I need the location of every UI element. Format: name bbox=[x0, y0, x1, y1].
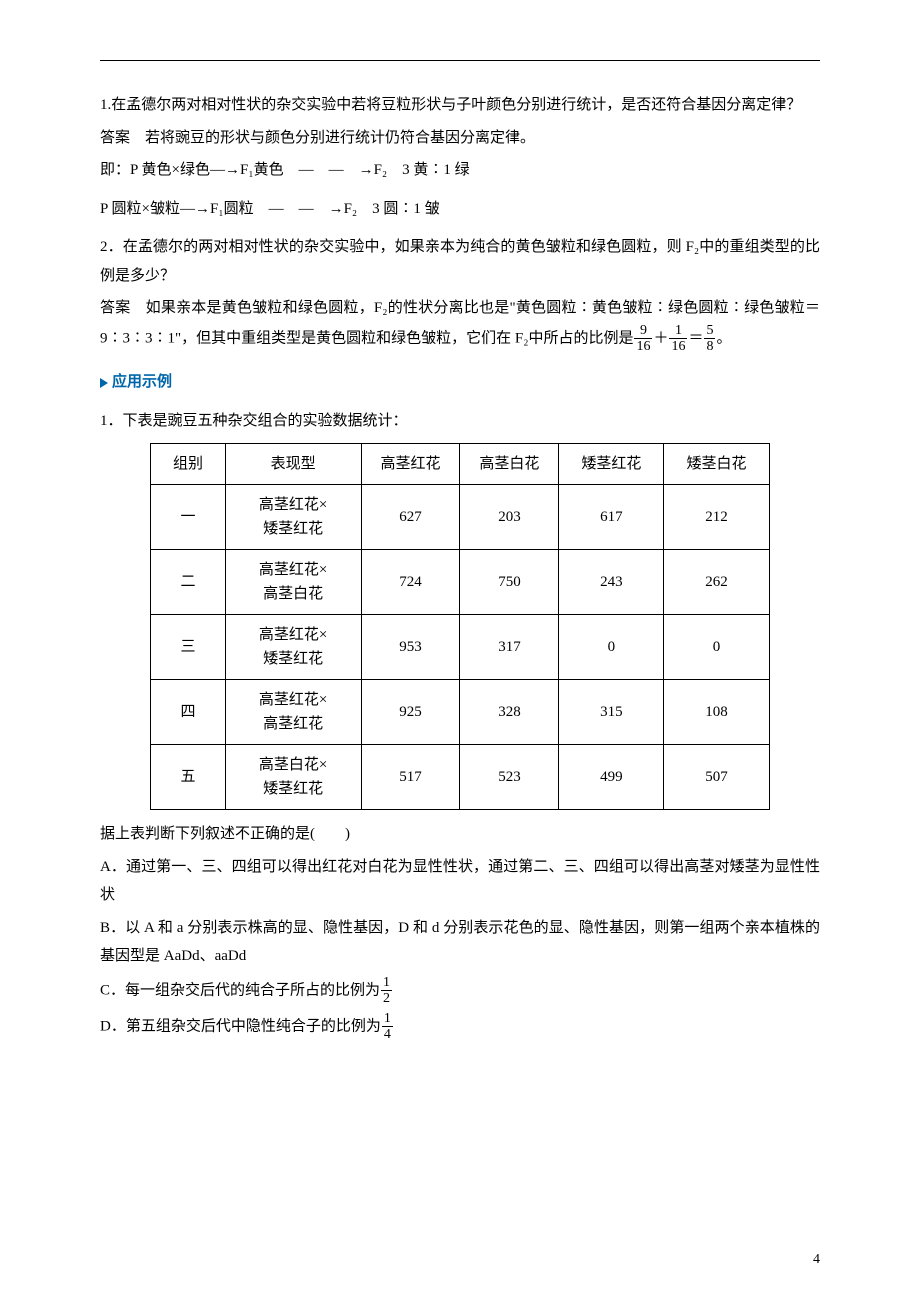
table-header: 高茎红花 bbox=[361, 444, 460, 485]
table-header: 矮茎红花 bbox=[559, 444, 664, 485]
table-cell: 925 bbox=[361, 680, 460, 745]
table-cell: 三 bbox=[151, 615, 225, 680]
table-cell: 507 bbox=[664, 745, 769, 810]
table-cell: 二 bbox=[151, 550, 225, 615]
table-cell: 高茎红花×矮茎红花 bbox=[225, 615, 361, 680]
table-cell: 203 bbox=[460, 485, 559, 550]
table-row: 四高茎红花×高茎红花925328315108 bbox=[151, 680, 769, 745]
table-cell: 315 bbox=[559, 680, 664, 745]
table-row: 三高茎红花×矮茎红花95331700 bbox=[151, 615, 769, 680]
table-cell: 0 bbox=[559, 615, 664, 680]
table-cell: 108 bbox=[664, 680, 769, 745]
table-cell: 高茎红花×矮茎红花 bbox=[225, 485, 361, 550]
table-cell: 627 bbox=[361, 485, 460, 550]
table-row: 五高茎白花×矮茎红花517523499507 bbox=[151, 745, 769, 810]
table-cell: 243 bbox=[559, 550, 664, 615]
table-cell: 一 bbox=[151, 485, 225, 550]
table-cell: 750 bbox=[460, 550, 559, 615]
arrow-icon bbox=[100, 378, 108, 388]
q1-text: 1.在孟德尔两对相对性状的杂交实验中若将豆粒形状与子叶颜色分别进行统计，是否还符… bbox=[100, 91, 820, 120]
table-header: 矮茎白花 bbox=[664, 444, 769, 485]
q1-answer-text: 若将豌豆的形状与颜色分别进行统计仍符合基因分离定律。 bbox=[145, 130, 535, 146]
page-number: 4 bbox=[813, 1247, 820, 1274]
table-cell: 高茎红花×高茎白花 bbox=[225, 550, 361, 615]
fraction: 916 bbox=[634, 323, 652, 355]
q1-line1: 即：P 黄色×绿色―→F₁黄色 ― ― →F₂ 3 黄∶1 绿 bbox=[100, 156, 820, 185]
table-cell: 0 bbox=[664, 615, 769, 680]
option-d: D．第五组杂交后代中隐性纯合子的比例为14 bbox=[100, 1011, 820, 1043]
fraction: 12 bbox=[381, 975, 392, 1007]
table-cell: 317 bbox=[460, 615, 559, 680]
table-header: 表现型 bbox=[225, 444, 361, 485]
data-table: 组别 表现型 高茎红花 高茎白花 矮茎红花 矮茎白花 一高茎红花×矮茎红花627… bbox=[150, 443, 769, 810]
table-row: 二高茎红花×高茎白花724750243262 bbox=[151, 550, 769, 615]
q1-line2: P 圆粒×皱粒―→F₁圆粒 ― ― →F₂ 3 圆∶1 皱 bbox=[100, 195, 820, 224]
table-cell: 724 bbox=[361, 550, 460, 615]
section-label: 应用示例 bbox=[112, 374, 172, 390]
table-cell: 四 bbox=[151, 680, 225, 745]
table-cell: 499 bbox=[559, 745, 664, 810]
example1-intro: 1．下表是豌豆五种杂交组合的实验数据统计： bbox=[100, 407, 820, 436]
fraction: 116 bbox=[669, 323, 687, 355]
fraction: 14 bbox=[382, 1011, 393, 1043]
table-cell: 328 bbox=[460, 680, 559, 745]
option-c: C．每一组杂交后代的纯合子所占的比例为12 bbox=[100, 975, 820, 1007]
table-cell: 212 bbox=[664, 485, 769, 550]
fraction: 58 bbox=[704, 323, 715, 355]
table-cell: 617 bbox=[559, 485, 664, 550]
table-row: 一高茎红花×矮茎红花627203617212 bbox=[151, 485, 769, 550]
q2-answer: 答案 如果亲本是黄色皱粒和绿色圆粒，F₂的性状分离比也是"黄色圆粒∶黄色皱粒∶绿… bbox=[100, 294, 820, 354]
answer-label: 答案 bbox=[100, 130, 130, 146]
table-cell: 523 bbox=[460, 745, 559, 810]
table-body: 一高茎红花×矮茎红花627203617212二高茎红花×高茎白花72475024… bbox=[151, 485, 769, 810]
option-b: B．以 A 和 a 分别表示株高的显、隐性基因，D 和 d 分别表示花色的显、隐… bbox=[100, 914, 820, 971]
table-cell: 高茎红花×高茎红花 bbox=[225, 680, 361, 745]
page-container: 1.在孟德尔两对相对性状的杂交实验中若将豆粒形状与子叶颜色分别进行统计，是否还符… bbox=[0, 0, 920, 1302]
table-header-row: 组别 表现型 高茎红花 高茎白花 矮茎红花 矮茎白花 bbox=[151, 444, 769, 485]
q1-answer: 答案 若将豌豆的形状与颜色分别进行统计仍符合基因分离定律。 bbox=[100, 124, 820, 153]
table-header: 组别 bbox=[151, 444, 225, 485]
table-cell: 262 bbox=[664, 550, 769, 615]
q2-text: 2．在孟德尔的两对相对性状的杂交实验中，如果亲本为纯合的黄色皱粒和绿色圆粒，则 … bbox=[100, 233, 820, 290]
section-heading: 应用示例 bbox=[100, 368, 820, 397]
table-cell: 五 bbox=[151, 745, 225, 810]
option-a: A．通过第一、三、四组可以得出红花对白花为显性性状，通过第二、三、四组可以得出高… bbox=[100, 853, 820, 910]
table-cell: 517 bbox=[361, 745, 460, 810]
answer-label: 答案 bbox=[100, 300, 130, 316]
table-header: 高茎白花 bbox=[460, 444, 559, 485]
table-cell: 953 bbox=[361, 615, 460, 680]
after-table-prompt: 据上表判断下列叙述不正确的是( ) bbox=[100, 820, 820, 849]
top-rule bbox=[100, 60, 820, 61]
table-cell: 高茎白花×矮茎红花 bbox=[225, 745, 361, 810]
